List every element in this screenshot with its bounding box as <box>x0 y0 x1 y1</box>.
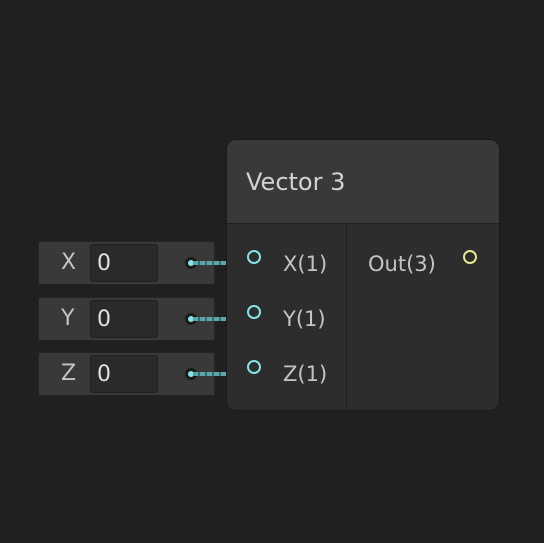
port-circle-icon[interactable] <box>247 250 261 264</box>
inline-field-x: X <box>38 241 215 285</box>
inline-port-y[interactable] <box>185 313 197 325</box>
input-port-z[interactable]: Z(1) <box>227 346 346 401</box>
input-port-label: X(1) <box>283 252 328 276</box>
node-body: X(1) Y(1) Z(1) Out(3) <box>227 224 499 410</box>
inline-port-x[interactable] <box>185 257 197 269</box>
output-port-label: Out(3) <box>368 252 436 276</box>
port-circle-icon[interactable] <box>247 305 261 319</box>
z-value-input[interactable] <box>90 355 158 393</box>
port-circle-icon[interactable] <box>463 250 477 264</box>
field-axis-label: Y <box>61 306 75 331</box>
wire-x <box>193 261 248 265</box>
port-circle-icon[interactable] <box>247 360 261 374</box>
inline-port-z[interactable] <box>185 368 197 380</box>
input-port-x[interactable]: X(1) <box>227 236 346 291</box>
outputs-column: Out(3) <box>347 224 499 410</box>
vector3-node[interactable]: Vector 3 X(1) Y(1) Z(1) Out(3) <box>226 139 500 411</box>
input-port-y[interactable]: Y(1) <box>227 291 346 346</box>
wire-z <box>193 372 248 376</box>
x-value-input[interactable] <box>90 244 158 282</box>
field-axis-label: Z <box>61 361 77 386</box>
inline-field-z: Z <box>38 352 215 396</box>
wire-y <box>193 317 248 321</box>
inputs-column: X(1) Y(1) Z(1) <box>227 224 347 410</box>
field-axis-label: X <box>61 250 77 275</box>
input-port-label: Z(1) <box>283 362 328 386</box>
input-port-label: Y(1) <box>283 307 326 331</box>
output-port-out[interactable]: Out(3) <box>347 236 499 291</box>
node-header[interactable]: Vector 3 <box>227 140 499 224</box>
y-value-input[interactable] <box>90 300 158 338</box>
inline-field-y: Y <box>38 297 215 341</box>
node-title: Vector 3 <box>246 167 346 196</box>
